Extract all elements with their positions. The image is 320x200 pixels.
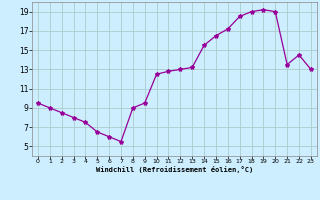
X-axis label: Windchill (Refroidissement éolien,°C): Windchill (Refroidissement éolien,°C) xyxy=(96,166,253,173)
